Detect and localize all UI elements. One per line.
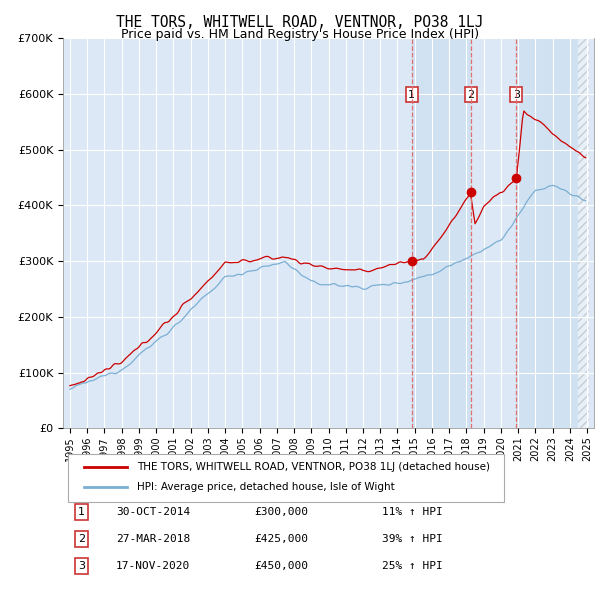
Text: 25% ↑ HPI: 25% ↑ HPI	[382, 561, 442, 571]
Text: £425,000: £425,000	[254, 534, 308, 544]
Text: THE TORS, WHITWELL ROAD, VENTNOR, PO38 1LJ (detached house): THE TORS, WHITWELL ROAD, VENTNOR, PO38 1…	[137, 462, 490, 472]
Text: 2: 2	[78, 534, 85, 544]
Text: HPI: Average price, detached house, Isle of Wight: HPI: Average price, detached house, Isle…	[137, 481, 395, 491]
Text: 39% ↑ HPI: 39% ↑ HPI	[382, 534, 442, 544]
Text: 17-NOV-2020: 17-NOV-2020	[116, 561, 190, 571]
Text: 3: 3	[78, 561, 85, 571]
Text: 27-MAR-2018: 27-MAR-2018	[116, 534, 190, 544]
Bar	[516, 38, 587, 428]
Bar	[412, 38, 470, 428]
Text: £300,000: £300,000	[254, 507, 308, 517]
FancyBboxPatch shape	[68, 454, 504, 502]
Text: 1: 1	[408, 90, 415, 100]
Text: 11% ↑ HPI: 11% ↑ HPI	[382, 507, 442, 517]
Text: THE TORS, WHITWELL ROAD, VENTNOR, PO38 1LJ: THE TORS, WHITWELL ROAD, VENTNOR, PO38 1…	[116, 15, 484, 30]
Text: 3: 3	[513, 90, 520, 100]
Text: £450,000: £450,000	[254, 561, 308, 571]
Text: 30-OCT-2014: 30-OCT-2014	[116, 507, 190, 517]
Text: 1: 1	[78, 507, 85, 517]
Bar	[578, 38, 589, 428]
Text: Price paid vs. HM Land Registry's House Price Index (HPI): Price paid vs. HM Land Registry's House …	[121, 28, 479, 41]
Text: 2: 2	[467, 90, 474, 100]
